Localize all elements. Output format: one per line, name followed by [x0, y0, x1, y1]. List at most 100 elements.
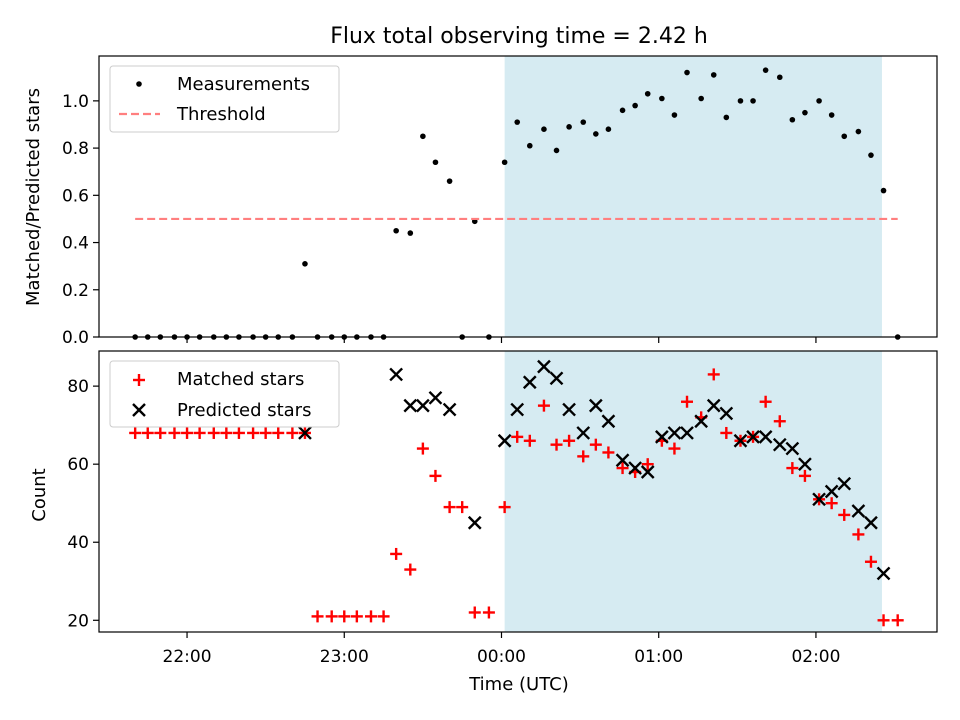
bottom-highlight-span — [504, 351, 882, 632]
legend-label-predicted: Predicted stars — [177, 400, 311, 421]
measurement-point — [684, 69, 690, 76]
predicted-star-marker — [403, 398, 418, 413]
legend-plus-icon — [133, 374, 145, 386]
measurement-point — [619, 107, 626, 114]
predicted-star-marker — [851, 504, 866, 518]
predicted-star-marker — [864, 515, 878, 530]
matched-star-marker — [390, 547, 403, 560]
matched-star-marker — [207, 426, 220, 439]
predicted-star-marker — [497, 433, 512, 448]
measurement-point — [605, 126, 612, 133]
measurement-point — [868, 152, 874, 158]
measurement-point — [580, 119, 587, 125]
measurement-point — [880, 187, 887, 194]
matched-star-marker — [338, 610, 351, 623]
measurement-point — [566, 124, 572, 130]
predicted-star-marker — [746, 430, 760, 444]
predicted-star-marker — [389, 367, 404, 382]
measurement-point — [855, 128, 862, 135]
measurement-point — [671, 112, 678, 118]
chart-title: Flux total observing time = 2.42 h — [330, 24, 708, 49]
matched-star-marker — [482, 606, 495, 619]
measurement-point — [407, 230, 414, 236]
matched-star-marker — [193, 426, 206, 439]
measurement-point — [776, 74, 783, 81]
top-legend: Measurements Threshold — [109, 65, 340, 133]
matched-star-marker — [852, 528, 865, 541]
matched-star-marker — [511, 430, 524, 443]
bottom-legend: Matched stars Predicted stars — [109, 360, 340, 428]
legend-label-threshold: Threshold — [176, 104, 266, 125]
predicted-star-marker — [601, 414, 616, 429]
measurement-point — [802, 109, 808, 116]
predicted-star-marker — [706, 398, 721, 413]
top-y-tick-label: 0.6 — [62, 186, 89, 206]
measurement-point — [816, 98, 822, 104]
matched-star-marker — [129, 426, 142, 439]
measurement-point — [723, 114, 730, 121]
predicted-star-marker — [522, 375, 537, 390]
matched-star-marker — [589, 438, 602, 451]
x-tick-label: 00:00 — [477, 647, 526, 667]
matched-star-marker — [259, 426, 272, 439]
matched-star-marker — [443, 501, 456, 514]
predicted-star-marker — [298, 426, 312, 440]
legend-dot-icon — [136, 81, 142, 87]
matched-star-marker — [220, 426, 233, 439]
measurement-point — [593, 131, 599, 137]
matched-star-marker — [523, 434, 536, 447]
legend-label-measurements: Measurements — [177, 74, 310, 95]
matched-star-marker — [707, 368, 720, 381]
matched-star-marker — [668, 442, 681, 455]
x-tick-label: 23:00 — [320, 647, 369, 667]
legend-label-matched: Matched stars — [177, 369, 304, 390]
predicted-star-marker — [562, 402, 576, 417]
matched-star-marker — [550, 438, 563, 451]
matched-star-marker — [864, 555, 877, 568]
top-y-tick-label: 0.2 — [62, 281, 89, 301]
predicted-star-marker — [615, 453, 630, 468]
matched-star-marker — [456, 501, 469, 514]
top-y-tick-label: 0.8 — [62, 139, 89, 159]
matched-star-marker — [798, 469, 811, 482]
bottom-plot-frame — [98, 350, 938, 633]
predicted-star-marker — [733, 433, 748, 448]
predicted-star-marker — [640, 465, 655, 479]
bottom-y-tick-label: 60 — [67, 455, 89, 475]
measurement-point — [541, 126, 547, 133]
predicted-star-marker — [758, 430, 773, 444]
matched-star-marker — [232, 426, 245, 439]
matched-star-marker — [181, 426, 194, 439]
measurement-point — [420, 133, 426, 140]
matched-star-marker — [286, 426, 299, 439]
predicted-star-marker — [576, 426, 591, 440]
matched-star-marker — [468, 606, 481, 619]
measurement-point — [553, 147, 560, 154]
matched-star-marker — [577, 450, 590, 463]
measurement-point — [737, 98, 744, 104]
top-highlight-span — [504, 56, 882, 337]
top-panel: 0.0 0.2 0.4 0.6 0.8 1.0 Matched/Predicted sta… — [23, 55, 938, 348]
matched-star-marker — [364, 610, 377, 623]
measurement-point — [501, 159, 508, 166]
measurement-point — [841, 133, 848, 140]
predicted-star-marker — [428, 390, 443, 405]
bottom-y-tick-label: 20 — [67, 611, 89, 631]
measurement-point — [659, 95, 665, 102]
matched-star-marker — [311, 610, 324, 623]
measurement-point — [828, 112, 835, 118]
matched-star-marker — [891, 614, 904, 627]
measurement-point — [750, 98, 756, 104]
matched-star-marker — [759, 395, 772, 408]
matched-star-marker — [377, 610, 390, 623]
top-y-axis-label: Matched/Predicted stars — [23, 88, 44, 306]
predicted-star-marker — [628, 461, 642, 475]
measurement-point — [644, 90, 651, 97]
measurement-point — [789, 116, 796, 123]
predicted-star-marker — [876, 566, 891, 581]
predicted-star-marker — [785, 441, 800, 456]
matched-star-marker — [877, 614, 890, 627]
matched-star-marker — [416, 442, 429, 455]
matched-star-marker — [602, 446, 615, 459]
